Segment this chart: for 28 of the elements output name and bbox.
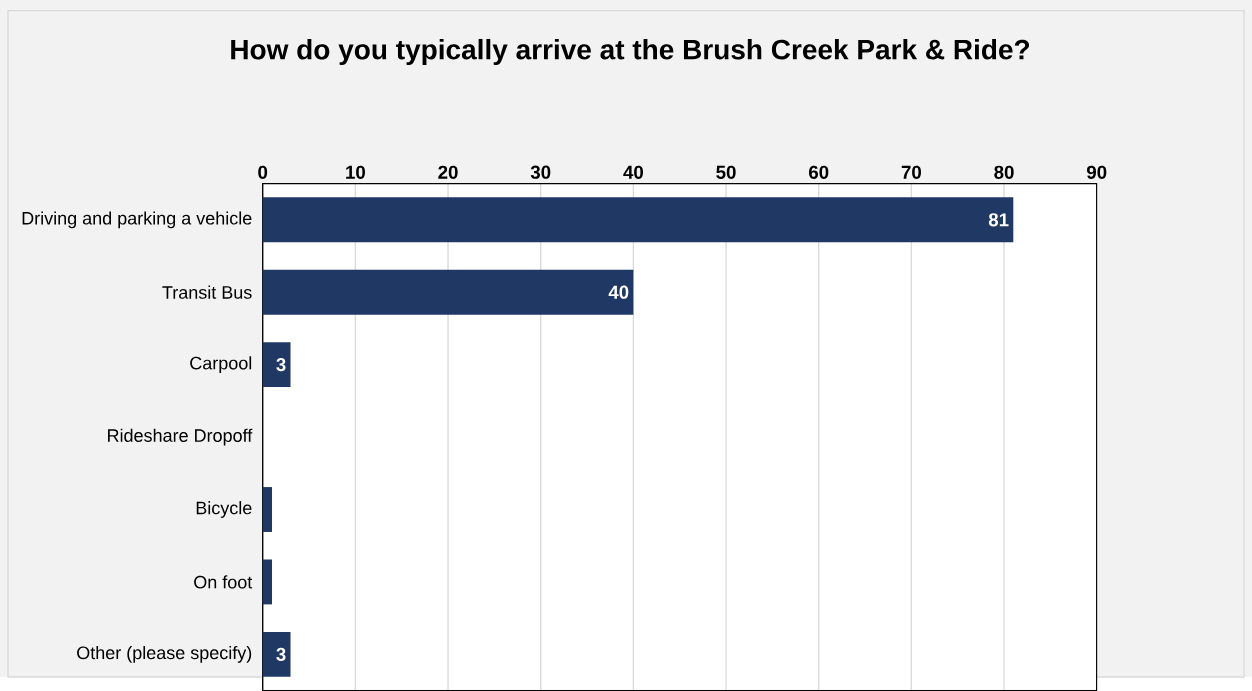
- x-tick-label: 70: [901, 165, 921, 179]
- bar: [262, 559, 272, 605]
- x-tick-label: 10: [346, 165, 365, 179]
- y-tick-label: Carpool: [190, 356, 252, 373]
- bar: [262, 269, 634, 315]
- bar: [262, 197, 1014, 243]
- chart-title: How do you typically arrive at the Brush Creek Park & Ride?: [231, 38, 1030, 65]
- y-tick-label: Driving and parking a vehicle: [22, 211, 252, 229]
- x-tick-label: 40: [623, 165, 643, 179]
- bar: [262, 631, 291, 677]
- y-tick-label: Other (please specify): [77, 645, 252, 663]
- bar: [262, 486, 272, 532]
- data-label: 81: [988, 213, 1009, 227]
- data-label: 3: [276, 647, 286, 661]
- data-label: 40: [608, 285, 629, 299]
- y-tick-label: Rideshare Dropoff: [108, 428, 253, 446]
- x-tick-label: 90: [1086, 165, 1107, 179]
- x-tick-label: 80: [994, 165, 1014, 179]
- x-tick-label: 20: [438, 165, 458, 179]
- y-tick-label: Transit Bus: [162, 285, 252, 299]
- x-tick-label: 30: [530, 165, 551, 179]
- data-label: 3: [276, 357, 286, 372]
- x-tick-label: 0: [258, 165, 268, 179]
- x-tick-label: 60: [809, 165, 829, 179]
- bar: [262, 342, 291, 387]
- y-tick-label: On foot: [194, 575, 253, 589]
- x-tick-label: 50: [716, 165, 736, 179]
- y-tick-label: Bicycle: [196, 501, 252, 518]
